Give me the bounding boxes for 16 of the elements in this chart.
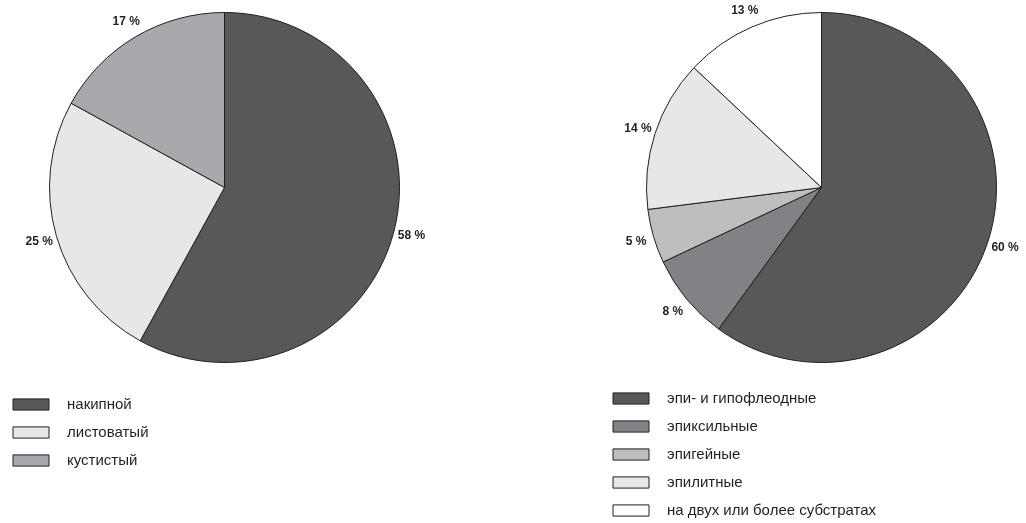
legend-label: эпи- и гипофлеодные: [667, 389, 817, 406]
data-label: 60 %: [991, 240, 1020, 255]
data-label: 14 %: [624, 120, 652, 135]
data-label: 17 %: [112, 14, 141, 29]
data-label: 58 %: [397, 228, 426, 243]
legend-label: накипной: [67, 395, 132, 412]
data-label: 8 %: [662, 303, 684, 318]
legend-label: эпиксильные: [667, 417, 758, 434]
legend-label: эпилитные: [667, 473, 743, 490]
legend-label: листоватый: [67, 423, 149, 440]
legend-label: эпигейные: [667, 445, 741, 462]
data-label: 25 %: [25, 234, 54, 249]
legend-label: на двух или более субстратах: [667, 501, 877, 518]
data-label: 13 %: [731, 3, 759, 18]
legend-label: кустистый: [67, 451, 138, 468]
data-label: 5 %: [625, 234, 647, 249]
